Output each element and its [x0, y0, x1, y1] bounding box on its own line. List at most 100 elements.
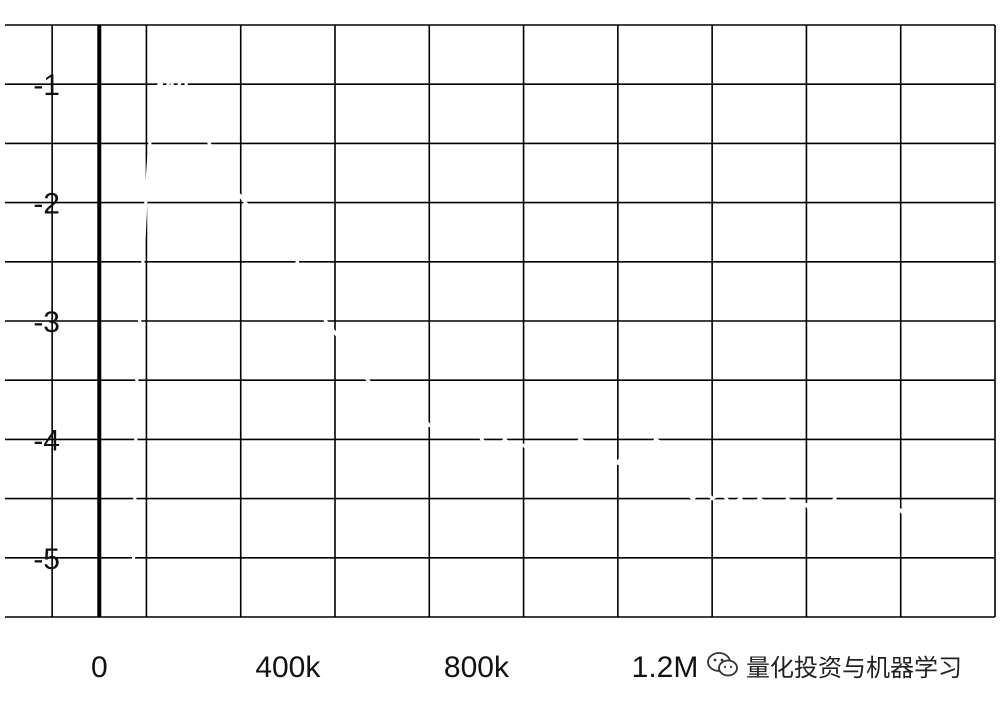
y-tick-label: -5 — [33, 543, 60, 576]
series-point — [154, 88, 158, 92]
series-point — [852, 520, 856, 524]
y-tick-label: -4 — [33, 424, 60, 457]
series-point — [531, 452, 535, 456]
series-point — [606, 449, 611, 453]
series-point — [588, 443, 592, 447]
x-tick-label: 0 — [91, 651, 108, 684]
series-point — [870, 508, 875, 512]
series-point — [371, 384, 375, 388]
series-point — [889, 502, 893, 507]
series-point — [710, 497, 714, 501]
series-point — [333, 331, 337, 335]
series-point — [258, 224, 262, 228]
series-point — [965, 508, 969, 512]
series-point — [559, 443, 563, 447]
series-point — [823, 508, 827, 512]
series-point — [654, 437, 658, 441]
series-point — [757, 497, 761, 501]
series-point — [133, 508, 137, 512]
series-point — [503, 437, 507, 441]
series-point — [720, 491, 724, 495]
series-point — [748, 508, 752, 512]
series-point — [644, 455, 648, 459]
series-point — [173, 94, 177, 98]
series-point — [578, 437, 582, 441]
series-point — [140, 283, 144, 288]
series-point — [201, 130, 205, 134]
series-point — [974, 523, 978, 527]
series-point — [182, 64, 186, 68]
series-point — [159, 80, 163, 84]
series-point — [927, 508, 931, 512]
series-point — [955, 520, 959, 524]
series-point — [738, 497, 743, 501]
series-point — [187, 106, 191, 110]
series-point — [597, 455, 601, 459]
series-point — [616, 461, 620, 465]
series-point — [229, 183, 233, 187]
series-point — [168, 73, 172, 77]
series-point — [786, 497, 790, 501]
series-point — [456, 431, 460, 436]
series-point — [418, 411, 422, 415]
watermark-text: 量化投资与机器学习 — [746, 653, 962, 682]
series-group — [130, 64, 988, 613]
series-point — [149, 124, 153, 128]
series-point — [192, 88, 196, 92]
series-point — [342, 343, 346, 347]
y-tick-label: -2 — [33, 188, 60, 221]
series-point — [512, 447, 516, 451]
series-point — [361, 372, 365, 376]
series-point — [144, 189, 148, 193]
series-point — [691, 497, 695, 501]
series-point — [390, 399, 394, 404]
series-point — [918, 514, 922, 519]
series-point — [540, 449, 545, 453]
series-point — [861, 502, 865, 507]
series-point — [210, 147, 214, 151]
series-point — [484, 443, 488, 447]
series-point — [672, 473, 677, 477]
series-point — [427, 423, 431, 427]
series-point — [239, 195, 243, 199]
series-point — [522, 443, 526, 447]
series-point — [682, 491, 686, 495]
x-tick-label: 800k — [444, 651, 510, 684]
series-point — [220, 165, 224, 169]
series-point — [267, 236, 271, 240]
series-point — [804, 502, 809, 507]
series-point — [399, 408, 403, 412]
series-point — [569, 449, 573, 453]
series-point — [899, 508, 903, 512]
series-point — [465, 434, 469, 438]
series-point — [177, 82, 181, 86]
series-point — [842, 514, 846, 519]
grid — [5, 24, 996, 618]
series-point — [493, 449, 497, 453]
series-point — [635, 449, 639, 453]
y-axis-ticks: -1 -2 -3 -4 -5 — [33, 69, 60, 576]
y-tick-label: -1 — [33, 69, 60, 102]
x-tick-label: 400k — [255, 651, 321, 684]
series-point — [814, 518, 818, 522]
series-point — [135, 366, 139, 370]
series-point — [908, 520, 912, 524]
x-tick-label: 1.2M — [632, 651, 699, 684]
series-point — [729, 502, 733, 507]
series-point — [380, 390, 384, 394]
series-point — [936, 518, 941, 522]
series-point — [295, 260, 299, 264]
series-point — [305, 283, 309, 288]
series-point — [324, 319, 328, 323]
x-axis-ticks: 0 400k 800k 1.2M — [91, 651, 698, 684]
series-point — [833, 497, 837, 501]
series-point — [163, 96, 167, 100]
series-line-0 — [130, 64, 987, 612]
series-point — [446, 420, 450, 424]
series-point — [663, 443, 667, 447]
series-point — [474, 429, 478, 433]
series-point — [625, 443, 629, 447]
series-point — [946, 511, 950, 515]
